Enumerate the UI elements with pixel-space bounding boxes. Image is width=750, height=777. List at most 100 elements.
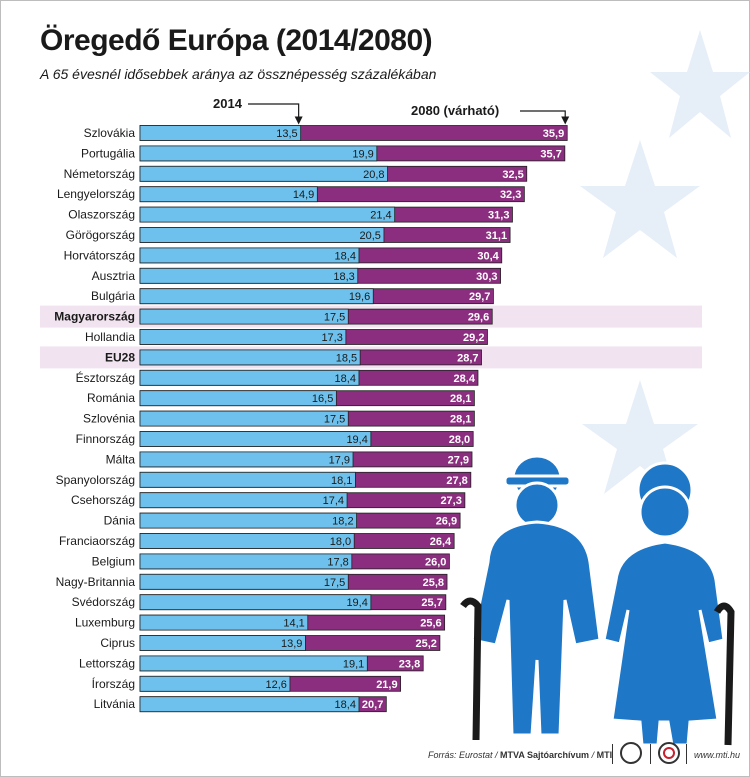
value-label-2014: 18,4 [335,699,356,711]
value-label-2080: 26,9 [436,516,457,528]
value-label-2014: 12,6 [266,679,287,691]
value-label-2080: 29,6 [468,312,489,324]
category-label: Románia [87,391,135,405]
value-label-2014: 19,6 [349,291,370,303]
value-label-2014: 17,5 [324,312,345,324]
category-label: Nagy-Britannia [56,575,136,589]
value-label-2014: 17,9 [329,454,350,466]
bar-2014 [139,573,349,590]
value-label-2014: 16,5 [312,393,333,405]
value-label-2080: 27,9 [448,454,469,466]
category-label: Magyarország [54,310,135,324]
bar-2014 [139,227,385,243]
mti-logo-icon [658,742,680,764]
arrow-head-icon [294,116,303,125]
bar-2014 [139,696,360,713]
bar-2014 [139,288,374,305]
bar-2014 [139,492,348,509]
value-label-2080: 31,1 [486,230,507,242]
value-label-2080: 21,9 [376,679,397,691]
bar-2014 [139,247,360,264]
value-label-2014: 18,0 [330,536,351,548]
bar-2014 [139,512,357,529]
bar-2014 [139,206,396,223]
category-label: Görögország [66,228,135,242]
value-label-2080: 28,7 [457,352,478,364]
value-label-2080: 23,8 [399,658,420,670]
bar-2014 [139,635,306,651]
star-icon [650,30,750,138]
category-label: Csehország [71,493,135,507]
legend-arrow-2080 [520,110,566,123]
bar-2014 [139,267,359,284]
category-label: Franciaország [59,534,135,548]
category-label: Lengyelország [57,187,135,201]
footer-separator: / [589,750,597,760]
value-label-2014: 19,9 [352,148,373,160]
bar-2014 [139,675,291,692]
value-label-2080: 28,0 [449,434,470,446]
value-label-2014: 14,1 [283,618,304,630]
category-label: Belgium [92,554,135,568]
category-label: Észtország [76,370,135,385]
value-label-2014: 18,1 [331,475,352,487]
value-label-2014: 17,5 [324,414,345,426]
bar-2014 [139,553,353,570]
bar-2014 [139,451,354,468]
category-label: Hollandia [85,330,135,344]
value-label-2080: 35,7 [540,148,561,160]
category-label: Svédország [72,595,135,609]
value-label-2014: 18,3 [333,271,354,283]
value-label-2080: 28,1 [450,393,471,405]
bar-2014 [139,431,372,447]
value-label-2014: 18,5 [336,352,357,364]
category-label: Bulgária [91,289,135,303]
bar-2014 [139,369,360,386]
legend-2014: 2014 [213,96,243,111]
value-label-2080: 25,6 [420,618,441,630]
bar-2014 [139,614,309,631]
bar-2014 [139,533,355,549]
value-label-2014: 17,4 [323,495,344,507]
footer-divider [612,744,613,764]
category-label: Portugália [81,146,135,160]
value-label-2014: 19,1 [343,658,364,670]
mti-text: MTI [596,750,613,760]
page-title: Öregedő Európa (2014/2080) [40,24,433,57]
bar-2014 [139,410,349,427]
value-label-2014: 17,3 [321,332,342,344]
category-label: Lettország [79,656,135,670]
value-label-2014: 13,9 [281,638,302,650]
footer-divider [686,744,687,764]
value-label-2014: 18,2 [332,516,353,528]
value-label-2080: 31,3 [488,210,509,222]
bar-2014 [139,329,347,345]
bar-2014 [139,145,378,162]
source-footer: Forrás: Eurostat / MTVA Sajtóarchívum / … [428,750,612,760]
bar-2014 [139,125,302,141]
category-label: Ciprus [100,636,135,650]
category-label: Spanyolország [56,473,135,487]
value-label-2080: 27,8 [446,475,467,487]
value-label-2080: 30,3 [476,271,497,283]
value-label-2014: 18,4 [335,373,356,385]
bar-2014 [139,186,318,203]
value-label-2080: 29,2 [463,332,484,344]
bar-2014 [139,308,349,325]
category-label: Dánia [104,514,136,528]
value-label-2014: 19,4 [346,597,367,609]
value-label-2080: 29,7 [469,291,490,303]
page-subtitle: A 65 évesnél idősebbek aránya az össznép… [40,66,437,82]
value-label-2014: 17,5 [324,577,345,589]
category-label: Ausztria [92,269,136,283]
site-url: www.mti.hu [694,750,741,760]
value-label-2014: 18,4 [335,250,356,262]
value-label-2080: 35,9 [543,128,564,140]
value-label-2080: 26,0 [425,556,446,568]
mtva-logo-icon [620,742,642,764]
bar-2014 [139,390,337,407]
category-label: Málta [106,452,136,466]
value-label-2080: 32,3 [500,189,521,201]
value-label-2080: 26,4 [430,536,452,548]
